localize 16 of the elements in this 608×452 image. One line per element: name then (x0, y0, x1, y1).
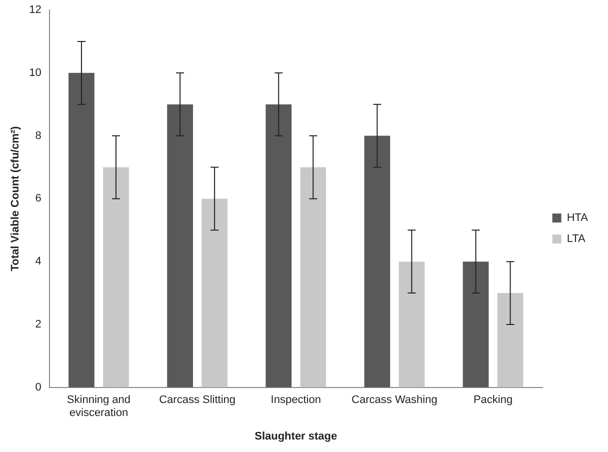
y-tick-label: 6 (35, 192, 42, 205)
y-tick-label: 4 (35, 256, 42, 268)
x-tick-label: Inspection (270, 394, 321, 406)
y-axis-title: Total Viable Count (cfu/cm²) (10, 126, 22, 272)
y-tick-label: 0 (35, 381, 42, 394)
x-tick-label: Carcass Slitting (159, 394, 236, 406)
y-tick-label: 2 (35, 318, 42, 331)
x-tick-label: Packing (473, 394, 513, 406)
y-tick-label: 8 (35, 130, 42, 142)
x-tick-label: Carcass Washing (352, 394, 438, 406)
x-tick-label: Skinning and evisceration (66, 394, 131, 420)
x-axis-title: Slaughter stage (254, 430, 338, 442)
y-tick-label: 10 (29, 66, 42, 79)
legend-label: LTA (566, 233, 586, 246)
y-tick-label: 12 (29, 4, 42, 16)
legend-label: HTA (566, 212, 589, 224)
